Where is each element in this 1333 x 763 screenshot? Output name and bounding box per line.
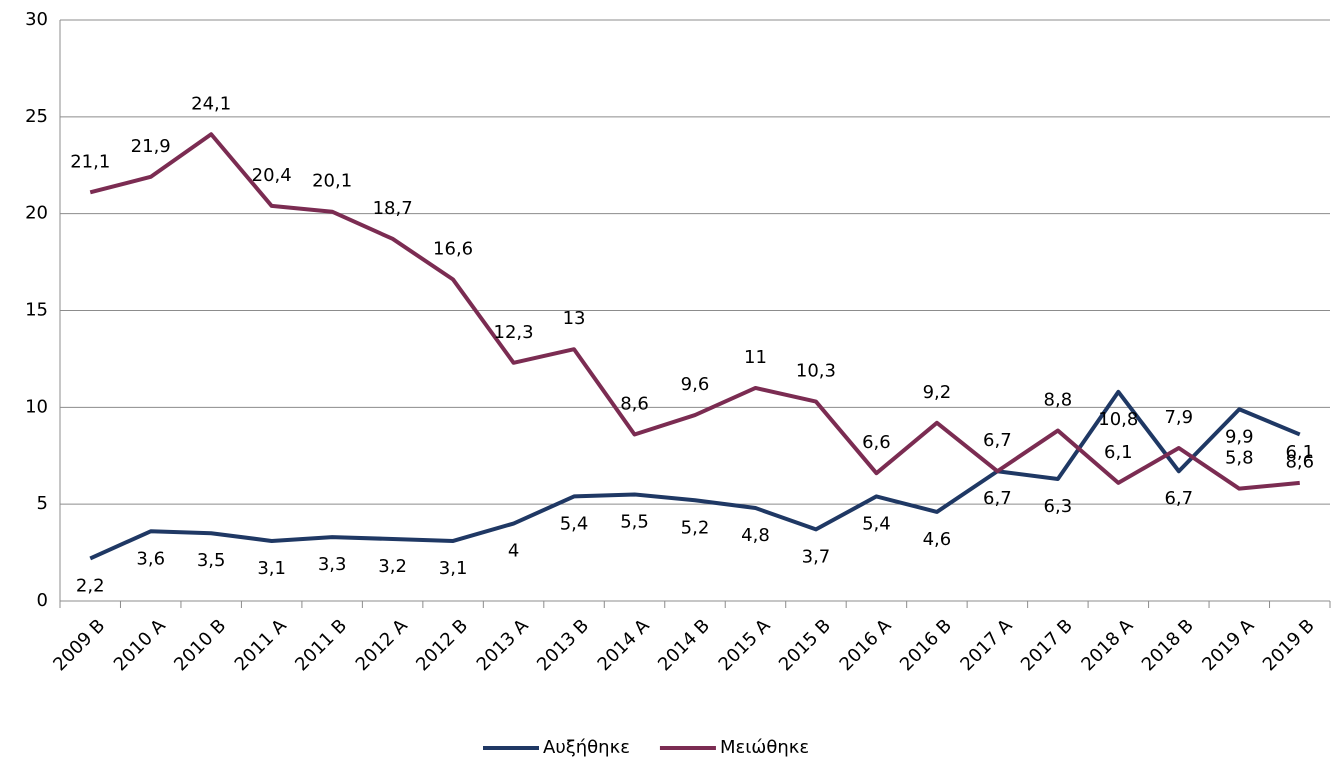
series-line bbox=[89, 389, 1301, 561]
legend-label: Αυξήθηκε bbox=[543, 737, 630, 758]
data-label: 5,4 bbox=[560, 513, 589, 534]
data-label: 8,6 bbox=[1285, 451, 1314, 472]
x-tick-label: 2013 B bbox=[533, 615, 593, 675]
data-label: 4,6 bbox=[923, 529, 952, 550]
x-tick-label: 2017 B bbox=[1017, 615, 1077, 675]
x-tick-label: 2017 A bbox=[956, 615, 1016, 675]
data-label: 13 bbox=[563, 308, 586, 329]
data-label: 9,9 bbox=[1225, 426, 1254, 447]
x-tick-label: 2010 A bbox=[110, 615, 170, 675]
data-label: 3,7 bbox=[802, 546, 831, 567]
x-tick-label: 2015 B bbox=[775, 615, 835, 675]
data-label: 21,9 bbox=[131, 136, 171, 157]
x-tick-label: 2011 B bbox=[291, 615, 351, 675]
data-label: 10,3 bbox=[796, 361, 836, 382]
x-tick-label: 2012 A bbox=[352, 615, 412, 675]
y-tick-label: 20 bbox=[25, 203, 48, 224]
x-tick-label: 2016 A bbox=[836, 615, 896, 675]
data-label: 3,2 bbox=[378, 556, 407, 577]
data-label: 3,1 bbox=[257, 558, 286, 579]
data-label: 10,8 bbox=[1098, 409, 1138, 430]
x-tick-label: 2019 B bbox=[1259, 615, 1319, 675]
x-tick-label: 2010 B bbox=[170, 615, 230, 675]
data-label: 16,6 bbox=[433, 239, 473, 260]
data-label: 9,6 bbox=[681, 374, 710, 395]
series-line bbox=[89, 132, 1300, 491]
data-label: 20,1 bbox=[312, 171, 352, 192]
x-tick-label: 2018 A bbox=[1077, 615, 1137, 675]
x-tick-label: 2019 A bbox=[1198, 615, 1258, 675]
data-label: 3,6 bbox=[136, 548, 165, 569]
legend-label: Μειώθηκε bbox=[720, 737, 809, 758]
y-tick-label: 5 bbox=[37, 493, 48, 514]
data-label: 12,3 bbox=[494, 322, 534, 343]
y-tick-label: 15 bbox=[25, 300, 48, 321]
data-label: 4,8 bbox=[741, 525, 770, 546]
data-label: 6,3 bbox=[1044, 496, 1073, 517]
data-label: 5,4 bbox=[862, 513, 891, 534]
data-label: 4 bbox=[508, 541, 519, 562]
data-label: 6,1 bbox=[1104, 442, 1133, 463]
data-label: 24,1 bbox=[191, 93, 231, 114]
data-label: 3,1 bbox=[439, 558, 468, 579]
y-tick-label: 0 bbox=[37, 590, 48, 611]
x-tick-label: 2015 A bbox=[715, 615, 775, 675]
data-label: 5,8 bbox=[1225, 448, 1254, 469]
x-tick-label: 2014 B bbox=[654, 615, 714, 675]
x-tick-label: 2018 B bbox=[1138, 615, 1198, 675]
data-label: 20,4 bbox=[252, 165, 292, 186]
data-label: 3,5 bbox=[197, 550, 226, 571]
x-tick-label: 2014 A bbox=[594, 615, 654, 675]
x-tick-label: 2013 A bbox=[473, 615, 533, 675]
data-label: 6,7 bbox=[983, 430, 1012, 451]
data-label: 9,2 bbox=[923, 382, 952, 403]
data-label: 2,2 bbox=[76, 575, 105, 596]
data-label: 5,5 bbox=[620, 511, 649, 532]
y-tick-label: 30 bbox=[25, 9, 48, 30]
data-label: 18,7 bbox=[373, 198, 413, 219]
y-tick-label: 10 bbox=[25, 396, 48, 417]
data-label: 21,1 bbox=[70, 151, 110, 172]
data-label: 7,9 bbox=[1164, 407, 1193, 428]
data-label: 6,1 bbox=[1285, 442, 1314, 463]
x-tick-label: 2009 B bbox=[49, 615, 109, 675]
data-label: 5,2 bbox=[681, 517, 710, 538]
data-label: 6,7 bbox=[1164, 488, 1193, 509]
x-tick-label: 2016 B bbox=[896, 615, 956, 675]
data-label: 3,3 bbox=[318, 554, 347, 575]
data-label: 8,8 bbox=[1044, 390, 1073, 411]
y-tick-label: 25 bbox=[25, 106, 48, 127]
data-label: 6,7 bbox=[983, 488, 1012, 509]
data-label: 6,6 bbox=[862, 432, 891, 453]
data-label: 11 bbox=[744, 347, 767, 368]
x-tick-label: 2011 A bbox=[231, 615, 291, 675]
data-label: 8,6 bbox=[620, 393, 649, 414]
x-tick-label: 2012 B bbox=[412, 615, 472, 675]
